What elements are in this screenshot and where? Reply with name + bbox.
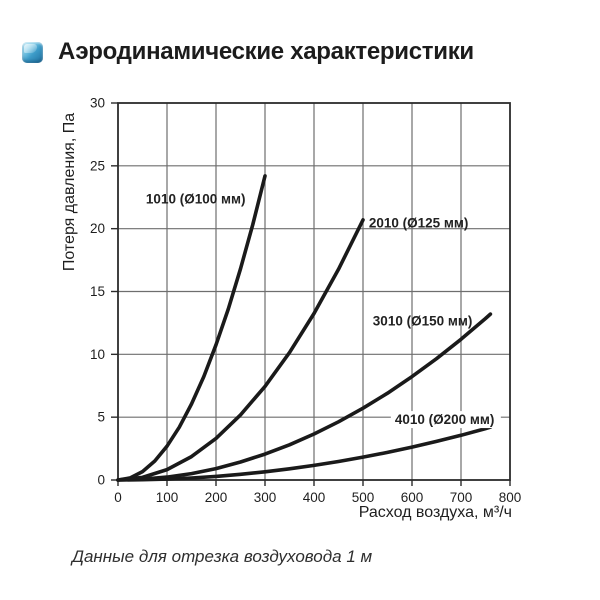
blue-square-bullet-icon [22, 41, 43, 63]
page-title: Аэродинамические характеристики [58, 38, 474, 65]
curve-3010 [116, 312, 493, 482]
tick-labels: 0 100 200 300 400 500 600 700 800 0 5 10 15 20 25 30 [90, 96, 521, 506]
x-tick-label: 600 [401, 490, 424, 505]
x-tick-label: 200 [205, 490, 228, 505]
curve-label-bg [390, 411, 501, 429]
x-tick-label: 700 [450, 490, 473, 505]
curve-label-2010: 2010 (Ø125 мм) [369, 215, 469, 230]
y-tick-label: 20 [90, 221, 105, 236]
x-tick-label: 300 [254, 490, 277, 505]
y-axis-label: Потеря давления, Па [61, 113, 78, 271]
x-tick-label: 100 [156, 490, 179, 505]
curves [116, 174, 493, 482]
plot-frame [117, 102, 511, 481]
y-tick-label: 15 [90, 284, 105, 299]
y-tick-label: 0 [97, 473, 105, 488]
x-tick-label: 400 [303, 490, 326, 505]
y-tick-label: 25 [90, 158, 105, 173]
y-tick-label: 10 [90, 347, 105, 362]
tick-marks [111, 102, 511, 486]
x-tick-label: 0 [114, 490, 122, 505]
y-tick-label: 30 [90, 96, 105, 111]
y-tick-label: 5 [97, 410, 105, 425]
chart-footnote: Данные для отрезка воздуховода 1 м [72, 547, 373, 566]
curve-label-3010: 3010 (Ø150 мм) [373, 313, 473, 328]
x-axis-label: Расход воздуха, м³/ч [359, 504, 512, 521]
curve-4010 [116, 425, 493, 482]
curve-labels: 1010 (Ø100 мм) 2010 (Ø125 мм) 3010 (Ø150 м… [146, 192, 501, 429]
page-header: Аэродинамические характеристики [22, 38, 474, 66]
curve-1010 [116, 174, 267, 482]
x-tick-label: 500 [352, 490, 375, 505]
curve-label-1010: 1010 (Ø100 мм) [146, 192, 246, 207]
curve-label-4010: 4010 (Ø200 мм) [395, 412, 495, 427]
x-tick-label: 800 [499, 490, 522, 505]
curve-2010 [116, 218, 365, 482]
